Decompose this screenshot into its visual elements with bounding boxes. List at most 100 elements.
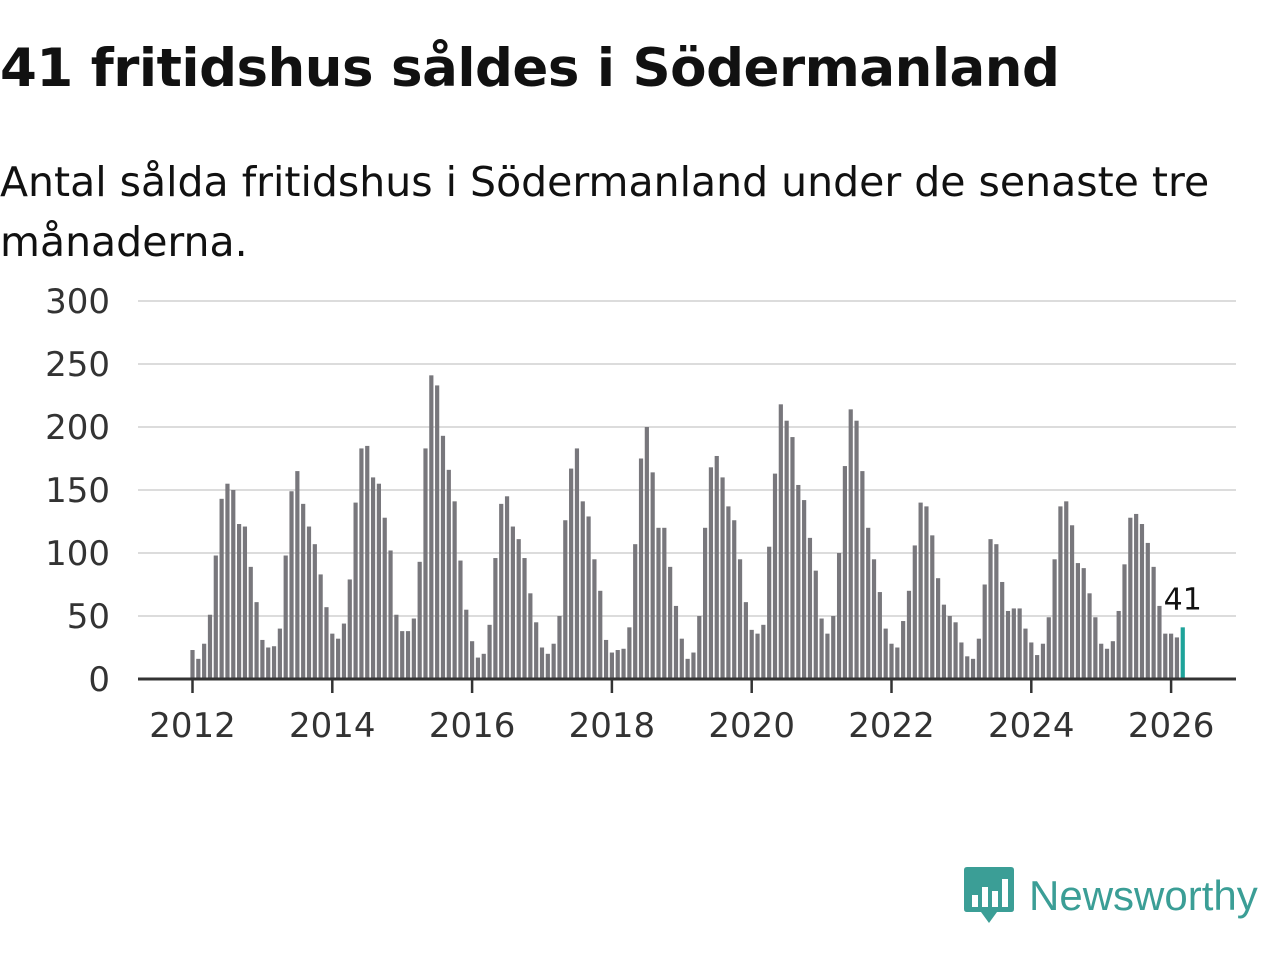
bar [848,409,853,679]
bar [341,623,347,679]
bar [289,491,294,679]
bar [312,544,317,679]
highlight-value-label: 41 [1164,582,1202,617]
newsworthy-brand: Newsworthy [963,864,1258,928]
bar [784,420,789,679]
x-tick-label: 2012 [149,706,236,746]
bar [685,658,690,679]
bar [679,638,684,679]
bar [871,559,877,679]
bar [301,503,306,679]
bar [1139,524,1145,679]
bar [842,466,847,679]
bar [504,496,510,679]
bar [598,590,603,679]
bar [283,555,288,679]
bar [627,627,632,679]
bar [761,624,766,679]
bar [988,539,993,679]
bar [673,605,679,679]
bar [609,652,614,679]
bar [1029,642,1034,679]
bar [370,477,376,679]
bar [207,614,213,679]
bar [452,501,457,679]
bar [423,448,428,679]
bars [190,375,1185,679]
bar [219,498,224,679]
bar [982,584,987,679]
bar [854,420,859,679]
bar [1134,513,1139,679]
bar [359,448,364,679]
bar [1017,608,1022,679]
bar [324,607,329,679]
bar [1116,610,1121,679]
bar [1035,655,1040,679]
bar [510,526,515,679]
bar [481,653,486,679]
x-tick-label: 2018 [569,706,656,746]
bar [493,558,498,679]
bar [836,553,842,679]
x-tick-label: 2022 [848,706,935,746]
bar [1099,643,1104,679]
bar [656,527,661,679]
bar [400,631,405,679]
bar [778,404,783,679]
bar [912,545,917,679]
bar [889,643,894,679]
bar [970,658,976,679]
bar [866,527,871,679]
bar [1110,641,1115,679]
x-tick-label: 2026 [1128,706,1215,746]
bar [592,559,597,679]
bar [895,647,900,679]
bar [306,526,312,679]
bar [557,616,562,679]
annotations: 41 [1164,582,1202,617]
bar [650,472,655,679]
bar [1151,566,1156,679]
bar [668,566,673,679]
bar [318,574,323,679]
bar [1157,605,1162,679]
bar [941,604,947,679]
bar [1093,617,1098,679]
bar [906,590,912,679]
bar [330,633,335,679]
x-tick-label: 2014 [289,706,376,746]
bar [1064,501,1069,679]
bar [475,657,481,679]
bar [528,593,533,679]
bar [1000,581,1005,679]
bar [1058,506,1063,679]
bar [1087,593,1092,679]
bar [190,650,195,679]
bar [796,484,801,679]
bar [825,633,830,679]
chart-title: 41 fritidshus såldes i Södermanland [0,38,1060,99]
bar [860,471,865,679]
bar [440,435,446,679]
bar [819,618,824,679]
newsworthy-logo-icon [964,867,1014,923]
chart-subtitle: Antal sålda fritidshus i Södermanland un… [0,158,1210,266]
bar [260,639,265,679]
bar [522,558,527,679]
bar [947,616,952,679]
bar [254,602,259,679]
bar [703,527,708,679]
bar [539,647,545,679]
bar [388,550,393,679]
bar [994,544,999,679]
bar [930,535,935,679]
bar [277,628,282,679]
bar [767,546,772,679]
bar [295,471,300,679]
y-tick-label: 50 [67,597,110,637]
bar [1069,525,1075,679]
bar [743,602,748,679]
bar [1005,610,1011,679]
bar [772,473,778,679]
